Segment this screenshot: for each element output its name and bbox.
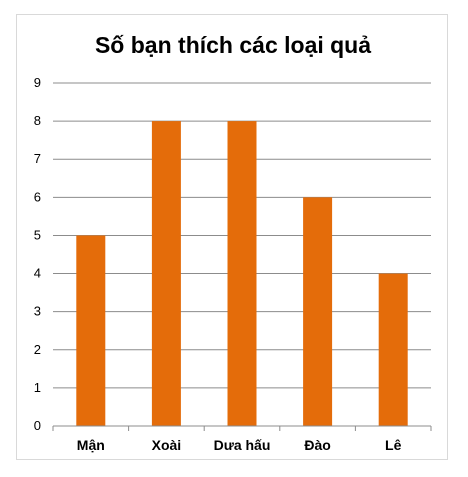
bar [76, 235, 106, 426]
y-tick-label: 9 [34, 75, 41, 90]
bar [378, 273, 408, 426]
x-axis-ticks: Mận Xoài Dưa hấu Đào Lê [77, 437, 402, 453]
x-tick-label: Mận [77, 437, 105, 453]
y-tick-label: 0 [34, 418, 41, 433]
y-tick-label: 3 [34, 304, 41, 319]
bar [227, 121, 257, 426]
y-axis-ticks: 0 1 2 3 4 5 6 7 8 9 [34, 75, 41, 433]
y-tick-label: 1 [34, 380, 41, 395]
chart-frame: Số bạn thích các loại quả 0 1 2 3 4 5 6 7 8 9 Mận… [16, 14, 448, 460]
chart-title: Số bạn thích các loại quả [95, 32, 371, 58]
x-tick-label: Đào [304, 437, 330, 453]
x-tick-label: Lê [385, 437, 402, 453]
y-tick-label: 2 [34, 342, 41, 357]
x-axis [52, 425, 432, 431]
y-tick-label: 4 [34, 266, 41, 281]
y-tick-label: 8 [34, 113, 41, 128]
bar [303, 197, 333, 426]
x-tick-label: Xoài [152, 437, 182, 453]
bars [76, 121, 408, 426]
bar [151, 121, 181, 426]
y-tick-label: 7 [34, 151, 41, 166]
y-tick-label: 5 [34, 227, 41, 242]
x-tick-label: Dưa hấu [214, 437, 271, 453]
bar-chart: Số bạn thích các loại quả 0 1 2 3 4 5 6 7 8 9 Mận… [34, 32, 432, 453]
y-tick-label: 6 [34, 189, 41, 204]
